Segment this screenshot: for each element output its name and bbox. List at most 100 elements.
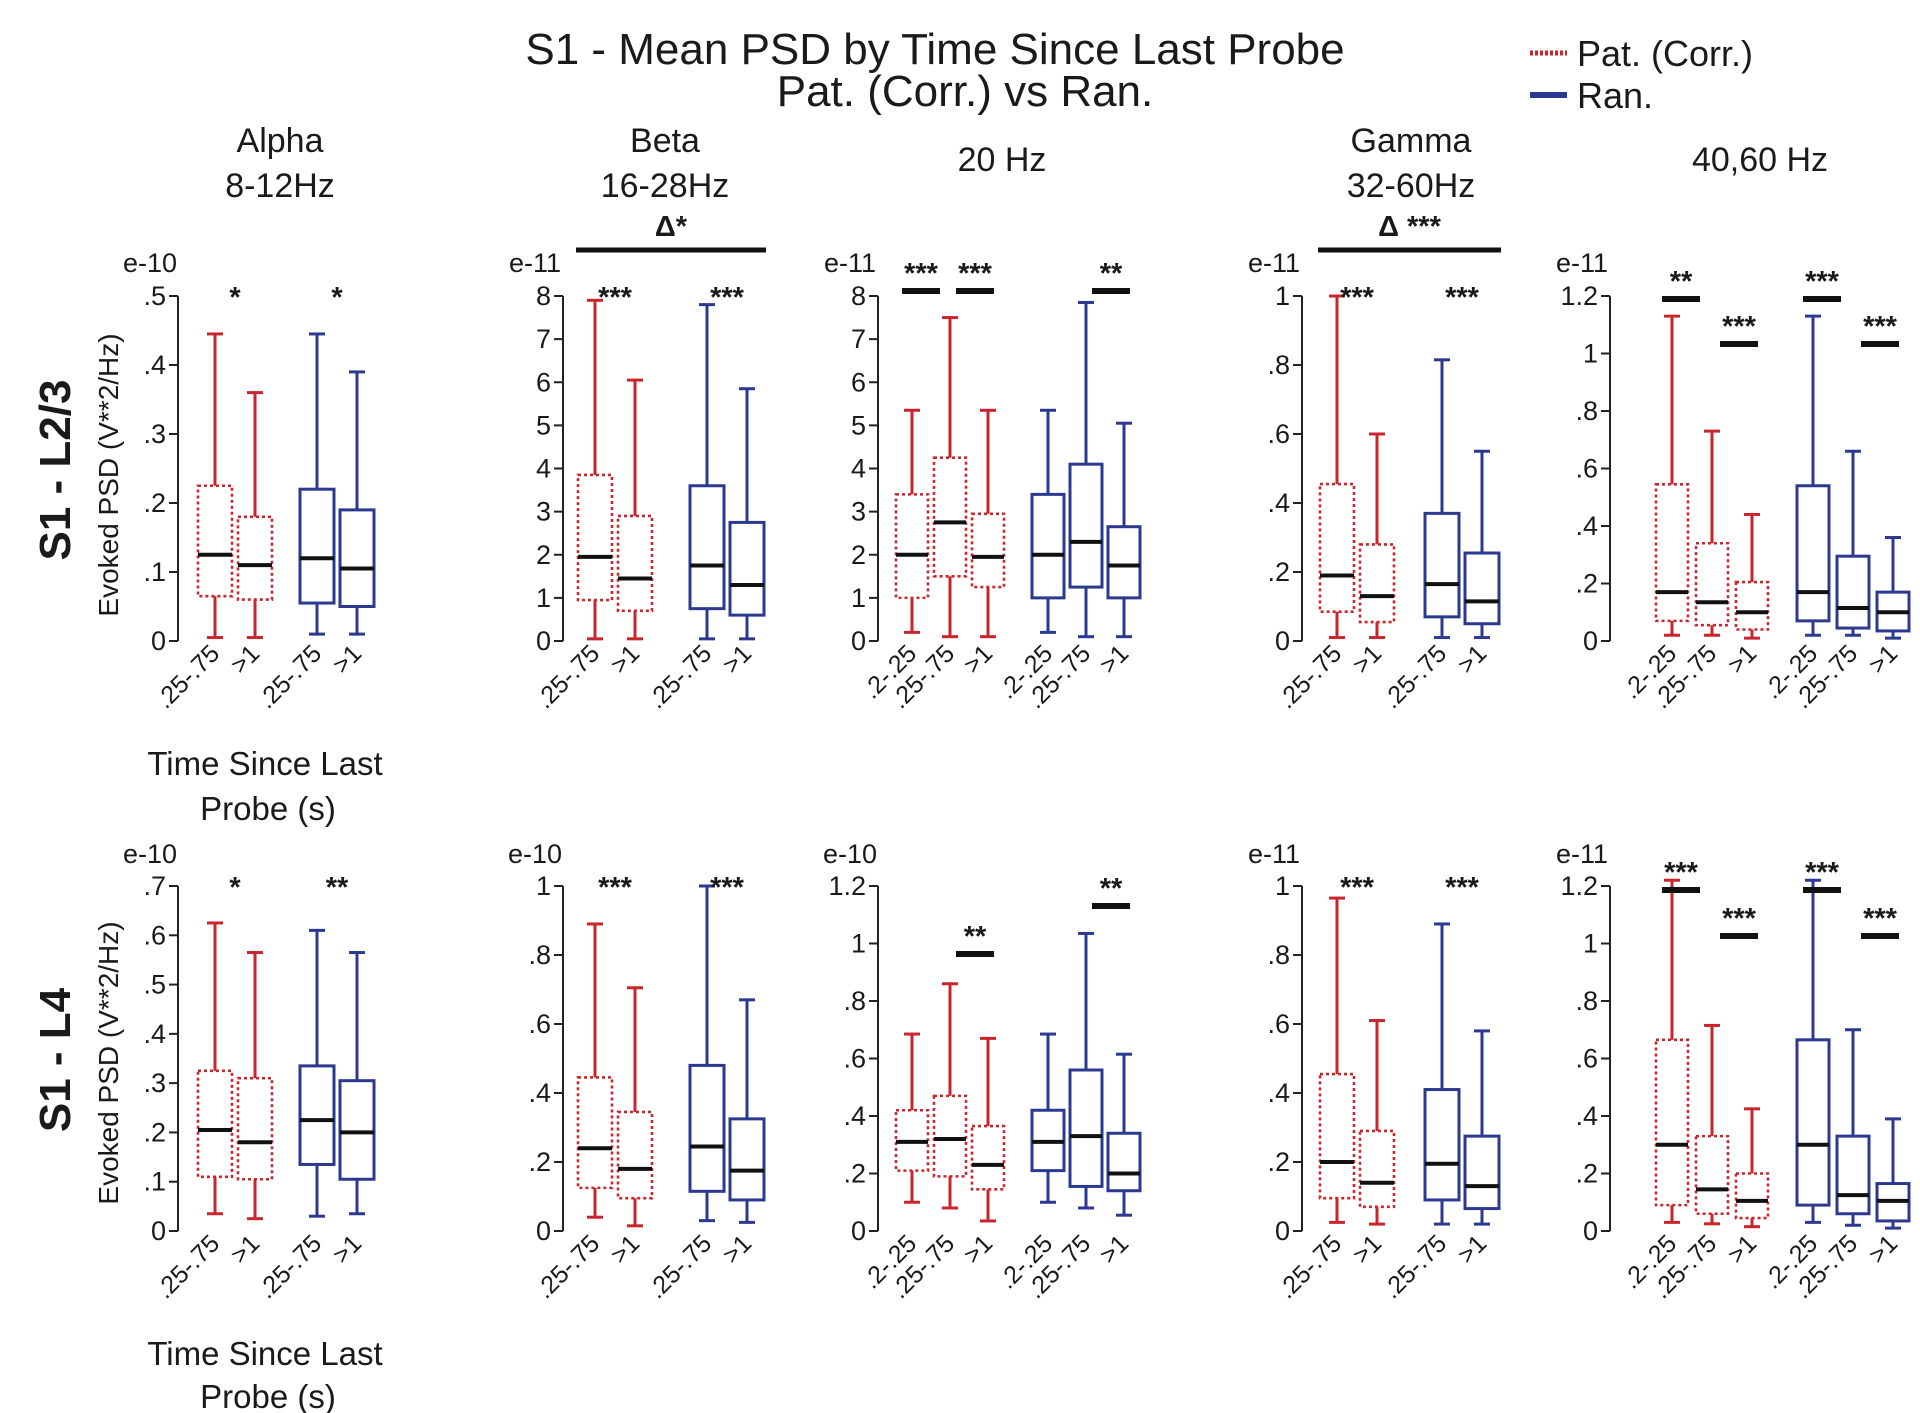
panel-r1-c1: 0.1.2.3.4.5e-10.25-.75 >1.25-.75 >1* *	[123, 248, 376, 714]
y-tick-label: 3	[536, 497, 551, 527]
box-iqr	[1694, 541, 1730, 627]
box-iqr	[298, 1064, 336, 1166]
y-tick-label: .6	[843, 1044, 866, 1074]
y-tick-label: 1	[851, 929, 866, 959]
box-iqr	[1318, 1072, 1356, 1200]
y-tick-label: .2	[528, 1147, 551, 1177]
panel-title-gamma-line1: Gamma	[1351, 122, 1472, 160]
significance-label: ***	[710, 872, 745, 904]
x-tick-label: >1	[605, 639, 645, 679]
x-tick-label: .25-.75	[1377, 1229, 1452, 1304]
y-tick-label: .7	[143, 871, 166, 901]
box-iqr	[970, 512, 1006, 589]
y-tick-label: .8	[1267, 940, 1290, 970]
x-tick-label: .25-.75	[252, 1229, 327, 1304]
box-iqr	[1654, 1038, 1690, 1207]
significance-label: ***	[1863, 311, 1898, 343]
x-tick-label: >1	[958, 639, 998, 679]
legend-label-ran: Ran.	[1577, 75, 1653, 116]
box-iqr	[1423, 511, 1461, 619]
x-tick-label: >1	[1094, 639, 1134, 679]
box-iqr	[1318, 482, 1356, 613]
box-iqr	[1654, 483, 1690, 623]
significance-label: ***	[1722, 311, 1757, 343]
panel-title-beta-line1: Beta	[630, 122, 700, 160]
significance-label: *	[229, 872, 241, 904]
y-tick-label: .6	[1267, 1009, 1290, 1039]
x-tick-label: >1	[717, 639, 757, 679]
box-iqr	[338, 1079, 376, 1181]
box-iqr	[1694, 1134, 1730, 1216]
y-tick-label: 1	[536, 583, 551, 613]
legend-label-pat: Pat. (Corr.)	[1577, 33, 1753, 74]
significance-label: ***	[1445, 872, 1480, 904]
y-tick-label: 0	[1583, 1216, 1598, 1246]
y-tick-label: .2	[1267, 557, 1290, 587]
significance-label: **	[1100, 873, 1123, 905]
panel-title-gamma-line2: 32-60Hz	[1347, 167, 1476, 205]
box-iqr	[616, 514, 654, 613]
y-tick-label: .8	[1575, 396, 1598, 426]
y-tick-label: 0	[151, 1216, 166, 1246]
y-exponent-label: e-11	[509, 248, 561, 278]
row-label-l23: S1 - L2/3	[31, 380, 80, 561]
box-iqr	[1463, 1134, 1501, 1211]
y-tick-label: 0	[1583, 626, 1598, 656]
x-tick-label: >1	[1863, 1229, 1903, 1269]
panel-r2-c3: 0.2.4.6.811.2e-10.2-.25.25-.75>1.2-.25.2…	[823, 839, 1142, 1304]
x-tick-label: >1	[1094, 1229, 1134, 1269]
y-tick-label: .3	[143, 1068, 166, 1098]
significance-label: ***	[598, 872, 633, 904]
y-tick-label: 0	[536, 1216, 551, 1246]
significance-label: ***	[904, 258, 939, 290]
y-tick-label: .4	[143, 350, 166, 380]
box-iqr	[576, 1076, 614, 1190]
figure-title-line1: S1 - Mean PSD by Time Since Last Probe	[525, 25, 1344, 74]
y-tick-label: 1	[1275, 871, 1290, 901]
figure-title-line2: Pat. (Corr.) vs Ran.	[777, 67, 1154, 116]
box-iqr	[688, 484, 726, 611]
box-iqr	[1423, 1088, 1461, 1202]
y-tick-label: .6	[1267, 419, 1290, 449]
box-iqr	[338, 508, 376, 608]
y-tick-label: .6	[528, 1009, 551, 1039]
x-tick-label: >1	[327, 639, 367, 679]
y-tick-label: 1	[1583, 929, 1598, 959]
y-tick-label: 0	[151, 626, 166, 656]
y-tick-label: 5	[536, 410, 551, 440]
y-tick-label: 5	[851, 410, 866, 440]
y-tick-label: 2	[536, 540, 551, 570]
x-tick-label: >1	[1722, 1229, 1762, 1269]
y-tick-label: 1	[851, 583, 866, 613]
y-tick-label: 3	[851, 497, 866, 527]
box-iqr	[1030, 492, 1066, 600]
y-tick-label: 0	[851, 626, 866, 656]
y-tick-label: 2	[851, 540, 866, 570]
y-exponent-label: e-11	[1556, 248, 1608, 278]
y-tick-label: .4	[1267, 488, 1290, 518]
y-tick-label: 6	[851, 367, 866, 397]
x-tick-label: >1	[225, 639, 265, 679]
y-tick-label: 4	[536, 454, 551, 484]
y-tick-label: .6	[1575, 454, 1598, 484]
significance-label: ***	[1805, 857, 1840, 889]
y-tick-label: 1.2	[828, 871, 866, 901]
y-tick-label: 1	[1275, 281, 1290, 311]
y-tick-label: .4	[1267, 1078, 1290, 1108]
group-significance-label: Δ ***	[1378, 211, 1441, 243]
x-tick-label: >1	[1722, 639, 1762, 679]
significance-label: *	[331, 282, 343, 314]
panel-title-beta-line2: 16-28Hz	[601, 167, 730, 205]
panel-title-alpha-line1: Alpha	[237, 122, 324, 160]
box-iqr	[1835, 1134, 1871, 1216]
y-axis-label-row2: Evoked PSD (V**2/Hz)	[93, 921, 124, 1204]
significance-label: **	[964, 921, 987, 953]
significance-label: ***	[710, 282, 745, 314]
box-iqr	[688, 1063, 726, 1193]
y-tick-label: .8	[1575, 986, 1598, 1016]
y-exponent-label: e-10	[123, 248, 177, 278]
y-tick-label: 0	[536, 626, 551, 656]
box-iqr	[1068, 1068, 1104, 1188]
y-tick-label: 1	[1583, 339, 1598, 369]
